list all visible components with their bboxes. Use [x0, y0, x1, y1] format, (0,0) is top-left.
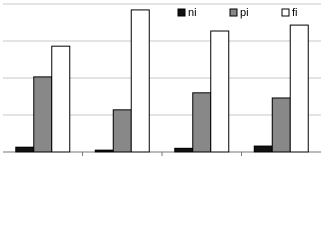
bar: [33, 76, 53, 153]
legend-swatch: [229, 8, 238, 17]
bar: [51, 45, 71, 153]
legend-swatch: [281, 8, 290, 17]
legend-swatch: [177, 8, 186, 17]
bar: [210, 30, 230, 153]
bar: [253, 145, 273, 153]
legend-label: ni: [188, 7, 197, 19]
chart: ni pi fi: [3, 3, 321, 156]
bar: [15, 146, 35, 153]
bar: [94, 149, 114, 153]
bar: [192, 92, 212, 153]
bar: [271, 97, 291, 153]
bar: [130, 9, 150, 153]
bar: [289, 24, 309, 153]
bar: [112, 109, 132, 153]
bar: [174, 147, 194, 153]
legend-label: fi: [292, 7, 298, 19]
legend-label: pi: [240, 7, 249, 19]
